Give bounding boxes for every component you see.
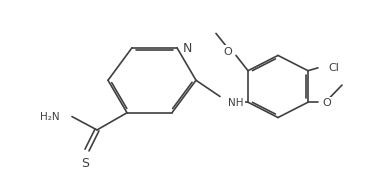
Text: O: O bbox=[322, 98, 331, 108]
Text: S: S bbox=[81, 157, 89, 170]
Text: O: O bbox=[223, 47, 232, 57]
Text: Cl: Cl bbox=[328, 63, 339, 73]
Text: NH: NH bbox=[228, 98, 244, 108]
Text: N: N bbox=[183, 42, 192, 55]
Text: H₂N: H₂N bbox=[41, 111, 60, 122]
